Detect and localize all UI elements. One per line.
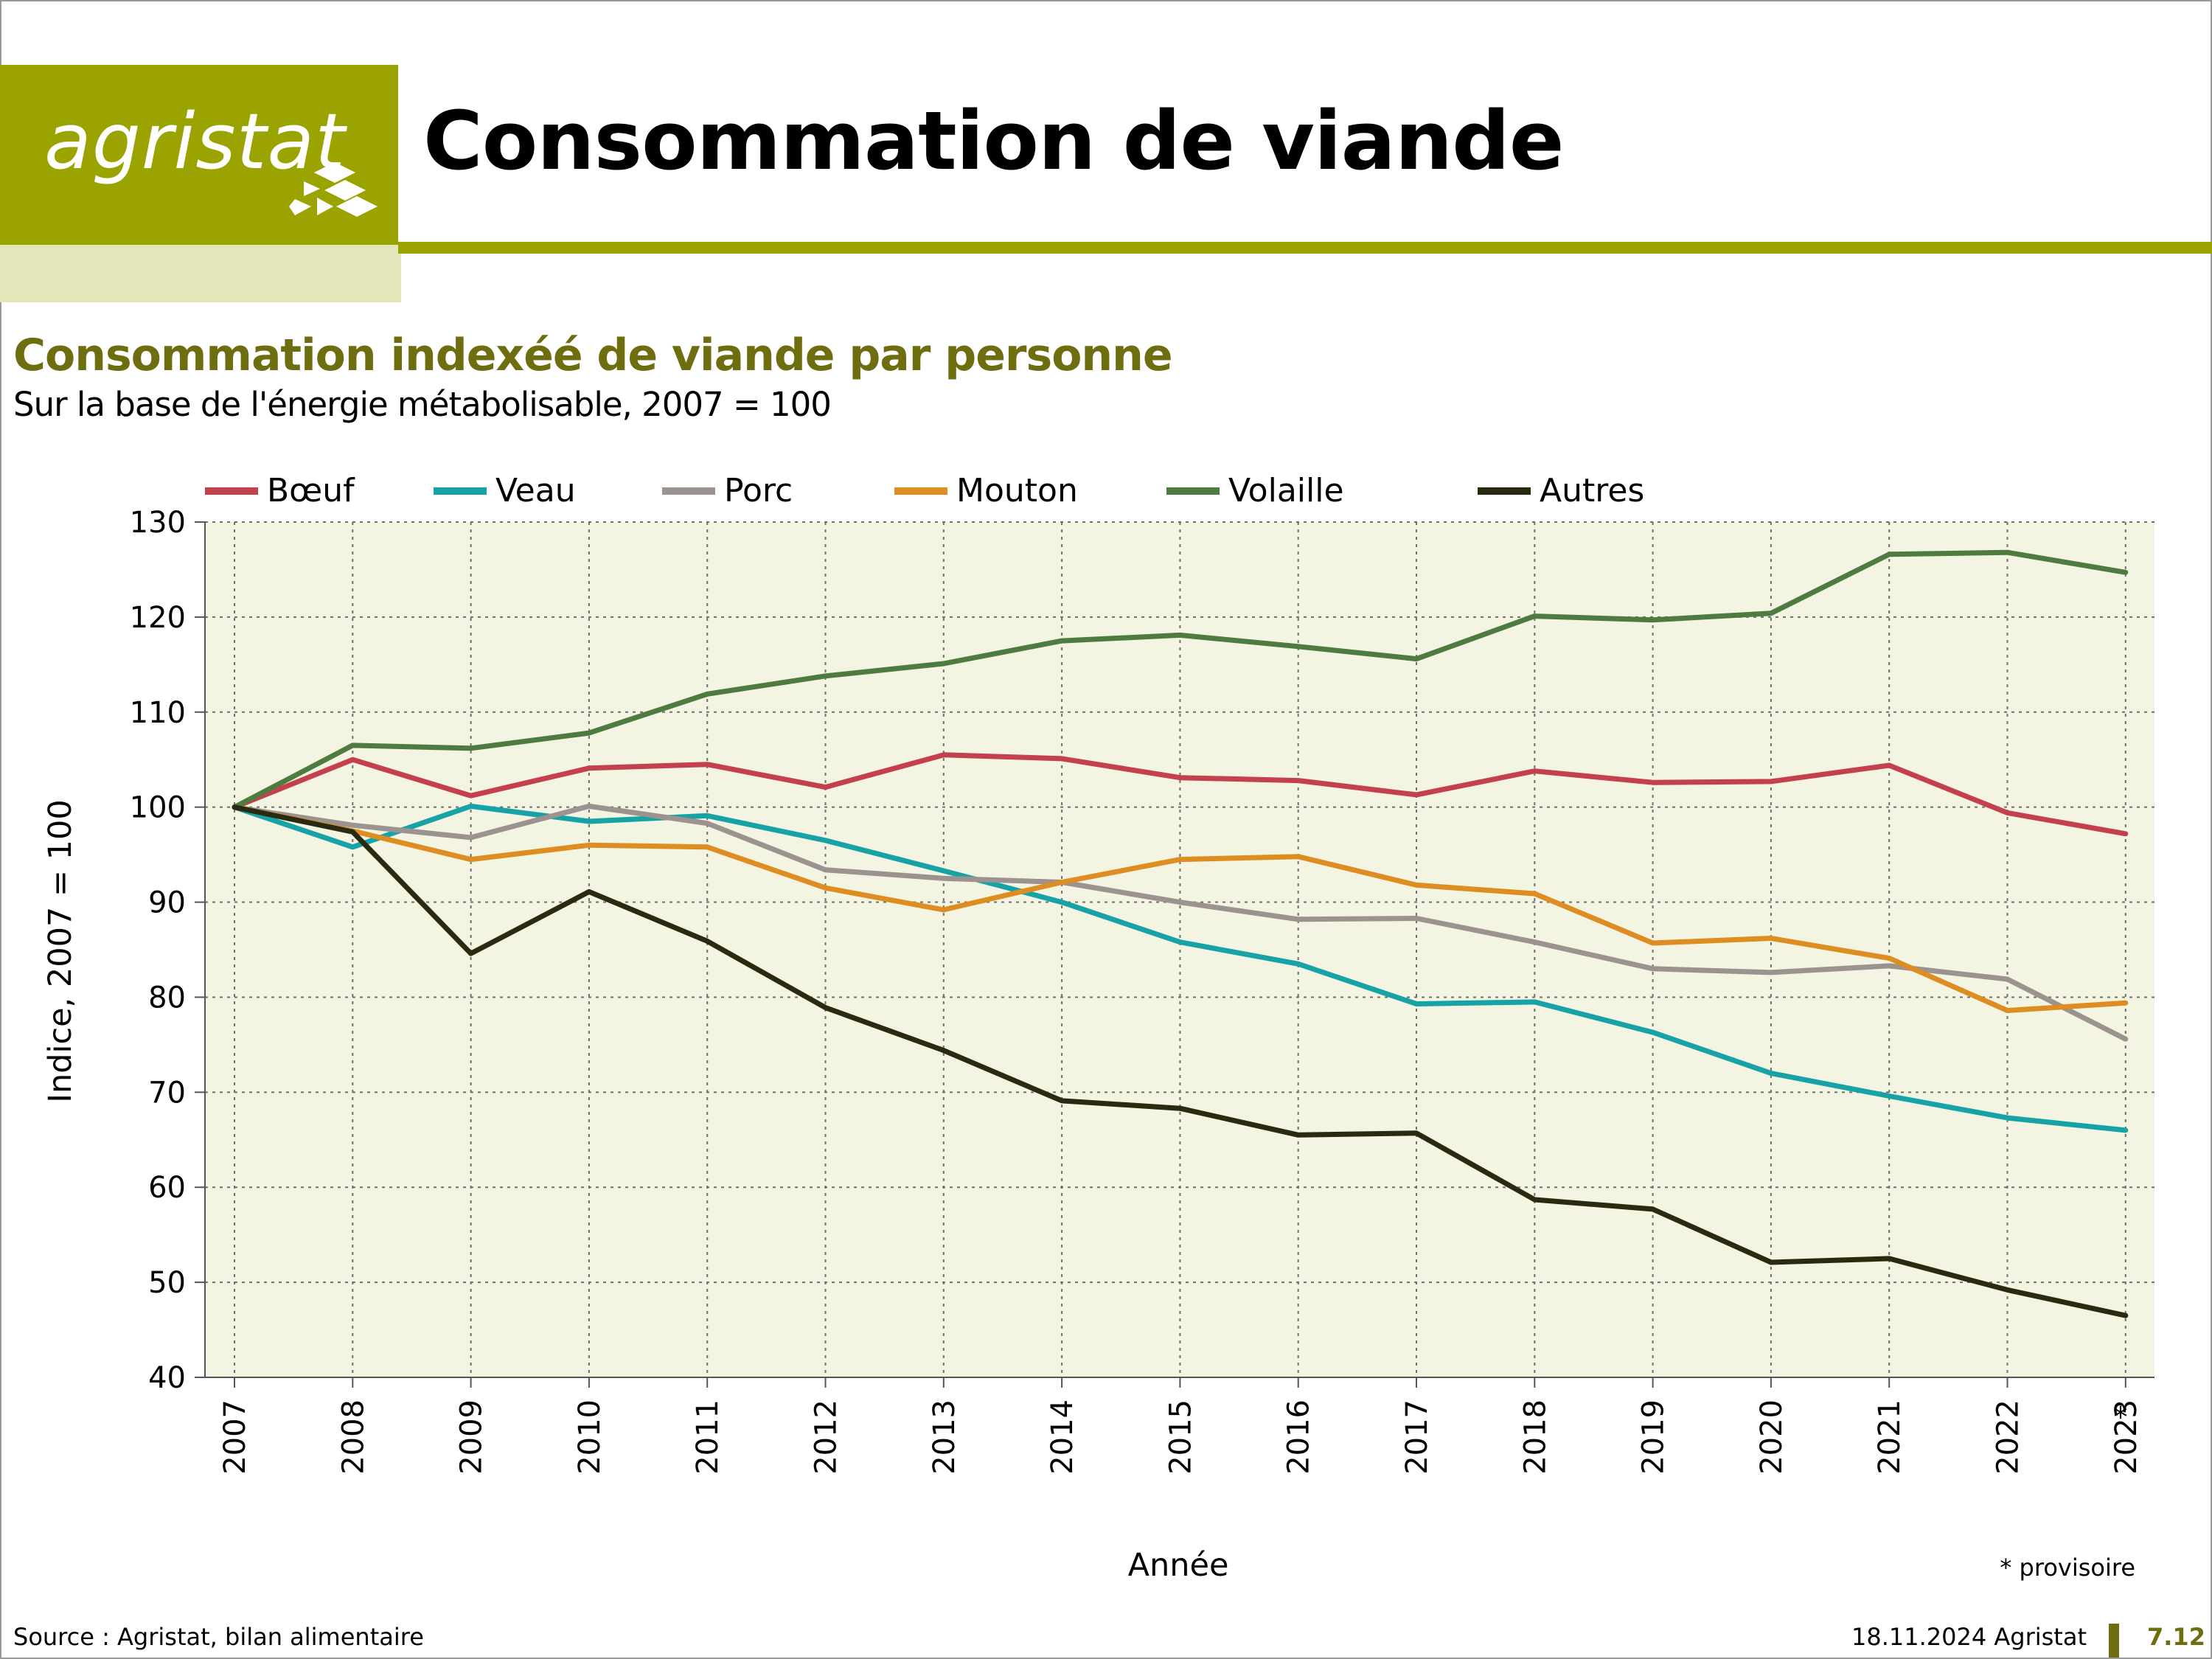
x-tick-label: 2012 [810, 1399, 844, 1475]
series-line-mouton [232, 804, 2129, 1013]
footer-divider [2109, 1624, 2119, 1658]
x-tick-label: 2022 [1992, 1399, 2025, 1475]
x-tick-label: 2021 [1873, 1399, 1907, 1475]
title-rule [398, 242, 2212, 254]
x-tick-label: 2017 [1400, 1399, 1434, 1475]
legend-label: Volaille [1228, 472, 1344, 509]
x-tick-label: 2013 [928, 1399, 961, 1475]
x-tick-label: 2009 [455, 1399, 489, 1475]
legend-label: Porc [724, 472, 793, 509]
series-line-bœuf [232, 752, 2129, 837]
chart-subtitle: Sur la base de l'énergie métabolisable, … [13, 385, 832, 424]
y-tick-label: 40 [148, 1361, 186, 1395]
logo-wordmark: agristat [44, 97, 346, 187]
x-axis-label: Année [1128, 1547, 1229, 1584]
series-line-volaille [232, 549, 2129, 810]
y-tick-label: 70 [148, 1076, 186, 1110]
provisional-note: * provisoire [2000, 1554, 2135, 1582]
legend-label: Bœuf [267, 472, 355, 509]
y-tick-label: 100 [130, 791, 186, 825]
legend-label: Mouton [956, 472, 1078, 509]
series-lines [232, 549, 2129, 1318]
x-tick-label: 2015 [1164, 1399, 1197, 1475]
legend: Bœuf Veau Porc Mouton Volaille Autres [205, 472, 1644, 509]
x-tick-label: 2020 [1755, 1399, 1789, 1475]
chart-title: Consommation indexéé de viande par perso… [13, 330, 1173, 381]
y-tick-label: 80 [148, 981, 186, 1015]
y-axis-label: Indice, 2007 = 100 [42, 799, 79, 1102]
series-line-porc [232, 803, 2129, 1042]
logo-banner [0, 65, 398, 245]
page-title: Consommation de viande [423, 94, 1565, 188]
x-tick-label: 2019 [1637, 1399, 1671, 1475]
page-number: 7.12 [2147, 1623, 2205, 1651]
footer-date: 18.11.2024 Agristat [1851, 1623, 2087, 1651]
x-tick-label: 2010 [573, 1399, 607, 1475]
y-tick-label: 120 [130, 601, 186, 635]
x-tick-label: 2016 [1282, 1399, 1316, 1475]
y-tick-label: 130 [130, 506, 186, 540]
provisional-marker: * [2114, 1401, 2128, 1433]
series-line-autres [232, 804, 2129, 1318]
legend-label: Autres [1540, 472, 1644, 509]
y-tick-label: 110 [130, 696, 186, 730]
y-tick-label: 90 [148, 886, 186, 920]
axes: 40 50 60 70 80 90 100 110 120 130 2007 2008 2009 2010… [130, 506, 2154, 1475]
x-tick-label: 2023 [2110, 1399, 2143, 1475]
x-tick-label: 2007 [218, 1399, 252, 1475]
y-tick-label: 60 [148, 1171, 186, 1205]
x-tick-label: 2018 [1518, 1399, 1552, 1475]
source-note: Source : Agristat, bilan alimentaire [13, 1623, 424, 1651]
logo-underbar [0, 245, 401, 302]
agristat-logo-mark-icon [289, 162, 378, 217]
legend-label: Veau [495, 472, 576, 509]
x-tick-label: 2011 [691, 1399, 725, 1475]
x-tick-label: 2008 [336, 1399, 370, 1475]
x-tick-label: 2014 [1046, 1399, 1079, 1475]
y-tick-label: 50 [148, 1266, 186, 1300]
